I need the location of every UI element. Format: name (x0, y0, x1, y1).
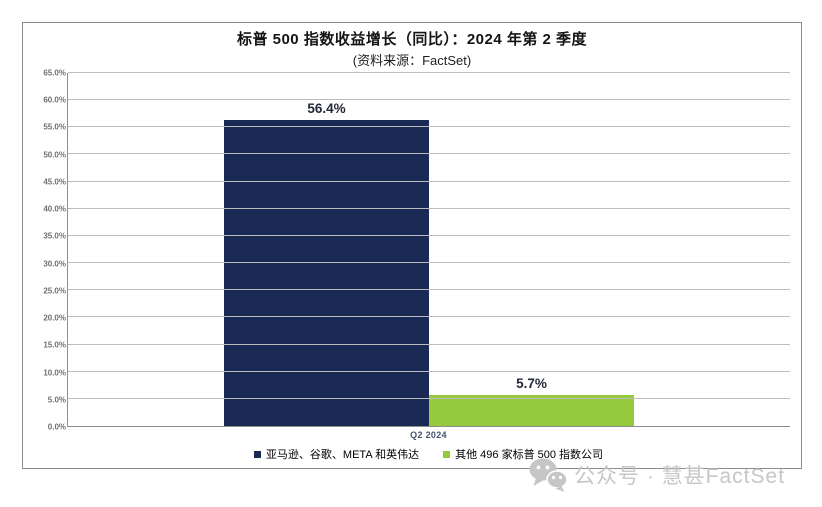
chart-container: 标普 500 指数收益增长（同比）：2024 年第 2 季度 (资料来源：Fac… (22, 22, 802, 469)
legend-swatch-green (443, 450, 451, 458)
gridline (68, 153, 790, 155)
y-tick-label: 20.0% (43, 313, 66, 323)
bar-other-sp500-companies (429, 395, 634, 426)
gridline (68, 289, 790, 291)
y-tick-label: 0.0% (47, 422, 66, 432)
chart-subtitle: (资料来源：FactSet) (352, 53, 472, 68)
gridline (68, 370, 790, 372)
gridline (68, 234, 790, 236)
watermark-text: 公众号 · 慧甚FactSet (574, 465, 786, 488)
gridline (68, 343, 790, 345)
legend-item-amazon-google-meta-nvidia: 亚马逊、谷歌、META 和英伟达 (253, 446, 420, 462)
gridline (68, 126, 790, 128)
bar-value-label-other-sp500-companies: 5.7% (516, 376, 547, 392)
wechat-icon (528, 457, 568, 493)
legend-item-other-sp500-companies: 其他 496 家标普 500 指数公司 (443, 446, 603, 462)
legend-label: 其他 496 家标普 500 指数公司 (455, 449, 604, 461)
x-axis-category-label: Q2 2024 (410, 430, 447, 440)
gridline (68, 262, 790, 264)
watermark: 公众号 · 慧甚FactSet (528, 457, 785, 493)
y-tick-label: 5.0% (47, 395, 66, 405)
bar-value-label-amazon-google-meta-nvidia: 56.4% (307, 100, 346, 116)
y-tick-label: 30.0% (43, 259, 66, 269)
y-tick-label: 10.0% (43, 368, 66, 378)
y-tick-label: 60.0% (43, 95, 66, 105)
y-axis: 0.0% 5.0% 10.0% 15.0% 20.0% 25.0% 30.0% 35.0% 40… (29, 69, 66, 432)
gridline (68, 72, 790, 73)
y-tick-label: 65.0% (43, 68, 66, 78)
gridline (68, 316, 790, 318)
y-tick-label: 25.0% (43, 286, 66, 296)
y-tick-label: 45.0% (43, 177, 66, 187)
legend: 亚马逊、谷歌、META 和英伟达 其他 496 家标普 500 指数公司 (67, 446, 790, 462)
legend-label: 亚马逊、谷歌、META 和英伟达 (265, 449, 420, 461)
y-tick-label: 50.0% (43, 150, 66, 160)
y-tick-label: 55.0% (43, 122, 66, 132)
bar-amazon-google-meta-nvidia (224, 119, 429, 426)
gridline (68, 180, 790, 182)
gridline (68, 397, 790, 399)
y-tick-label: 40.0% (43, 204, 66, 214)
gridline (68, 99, 790, 101)
gridline (68, 207, 790, 209)
y-tick-label: 15.0% (43, 340, 66, 350)
chart-title: 标普 500 指数收益增长（同比）：2024 年第 2 季度 (236, 31, 588, 48)
legend-swatch-navy (253, 450, 261, 458)
y-tick-label: 35.0% (43, 231, 66, 241)
plot-area: 56.4% 5.7% (67, 72, 790, 427)
